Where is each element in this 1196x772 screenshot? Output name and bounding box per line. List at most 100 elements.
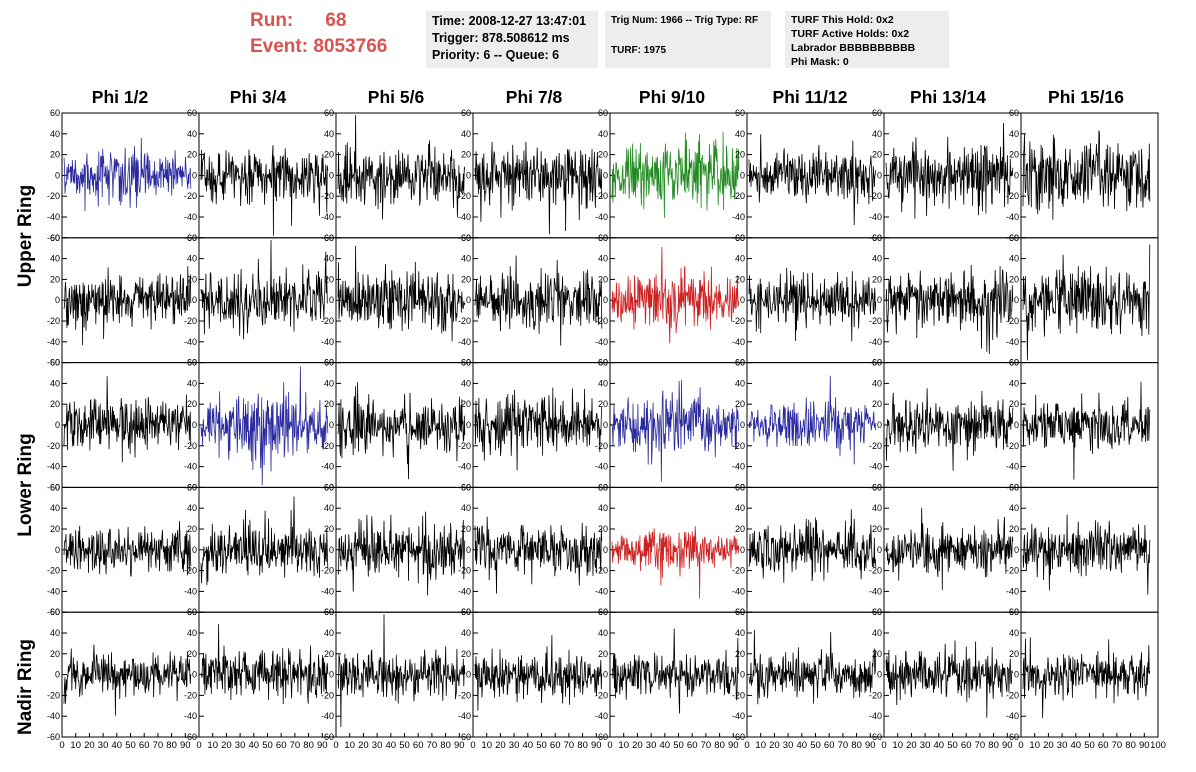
y-tick-label: 20	[50, 524, 60, 534]
y-tick-label: 0	[192, 545, 197, 555]
y-tick-label: 60	[324, 358, 334, 368]
waveform-trace	[885, 264, 1014, 355]
y-tick-label: 0	[877, 420, 882, 430]
y-tick-label: 0	[1014, 170, 1019, 180]
y-tick-label: 60	[50, 358, 60, 368]
y-tick-label: 0	[603, 420, 608, 430]
y-tick-label: -20	[321, 441, 334, 451]
x-tick-label: 50	[125, 740, 136, 751]
x-tick-label: 50	[536, 740, 547, 751]
y-tick-label: 0	[466, 420, 471, 430]
y-tick-label: 40	[187, 129, 197, 139]
y-tick-label: 20	[324, 524, 334, 534]
y-tick-label: 60	[598, 108, 608, 118]
waveform-trace	[611, 526, 740, 599]
y-tick-label: 0	[877, 295, 882, 305]
y-tick-label: 60	[598, 482, 608, 492]
y-tick-label: -40	[869, 586, 882, 596]
y-tick-label: 20	[872, 399, 882, 409]
x-tick-label: 80	[1125, 740, 1136, 751]
x-tick-label: 40	[386, 740, 397, 751]
x-tick-label: 70	[427, 740, 438, 751]
y-tick-label: -40	[458, 711, 471, 721]
x-tick-label: 20	[221, 740, 232, 751]
y-tick-label: 20	[461, 524, 471, 534]
x-tick-label: 70	[838, 740, 849, 751]
x-tick-label: 0	[744, 740, 749, 751]
x-tick-label: 30	[372, 740, 383, 751]
y-tick-label: -60	[47, 482, 60, 492]
x-tick-label: 50	[399, 740, 410, 751]
y-tick-label: 60	[1009, 358, 1019, 368]
y-tick-label: 40	[735, 378, 745, 388]
x-tick-label: 30	[783, 740, 794, 751]
x-tick-label: 40	[1071, 740, 1082, 751]
phi-mask-text: Phi Mask: 0	[791, 56, 849, 68]
x-tick-label: 0	[59, 740, 64, 751]
x-tick-label: 20	[84, 740, 95, 751]
y-tick-label: -20	[47, 690, 60, 700]
x-tick-label: 40	[797, 740, 808, 751]
x-tick-label: 70	[1112, 740, 1123, 751]
y-tick-label: -20	[595, 566, 608, 576]
y-tick-label: 40	[1009, 254, 1019, 264]
y-tick-label: 40	[1009, 129, 1019, 139]
x-tick-label: 90	[1139, 740, 1150, 751]
y-tick-label: 0	[192, 670, 197, 680]
y-tick-label: -40	[595, 711, 608, 721]
waveform-trace	[1022, 514, 1151, 595]
x-tick-label: 20	[358, 740, 369, 751]
x-tick-label: 40	[249, 740, 260, 751]
y-tick-label: 0	[329, 670, 334, 680]
y-tick-label: 20	[872, 150, 882, 160]
waveform-trace	[200, 496, 329, 586]
y-tick-label: -40	[321, 586, 334, 596]
y-tick-label: -40	[1006, 462, 1019, 472]
column-header-phi-1-2: Phi 1/2	[91, 87, 149, 107]
y-tick-label: -20	[732, 316, 745, 326]
y-tick-label: 20	[1009, 150, 1019, 160]
y-tick-label: 20	[598, 399, 608, 409]
y-tick-label: -40	[732, 711, 745, 721]
y-tick-label: 40	[461, 503, 471, 513]
turf-info-box: TURF This Hold: 0x2 TURF Active Holds: 0…	[785, 11, 949, 68]
y-tick-label: 20	[324, 649, 334, 659]
y-tick-label: -40	[47, 212, 60, 222]
x-tick-label: 0	[881, 740, 886, 751]
labrador-text: Labrador BBBBBBBBBB	[791, 42, 916, 54]
x-tick-label: 100	[1150, 740, 1166, 751]
x-tick-label: 10	[70, 740, 81, 751]
y-tick-label: 20	[50, 399, 60, 409]
y-tick-label: 60	[187, 108, 197, 118]
waveform-trace	[611, 246, 740, 344]
y-tick-label: 40	[872, 503, 882, 513]
x-tick-label: 50	[262, 740, 273, 751]
y-tick-label: 20	[735, 649, 745, 659]
y-tick-label: -40	[869, 212, 882, 222]
y-tick-label: 0	[603, 670, 608, 680]
trig-num-text: Trig Num: 1966 -- Trig Type: RF	[611, 15, 759, 26]
y-tick-label: -60	[1006, 732, 1019, 742]
y-tick-label: -60	[47, 358, 60, 368]
waveform-trace	[611, 380, 740, 482]
y-tick-label: 40	[872, 628, 882, 638]
y-tick-label: 20	[187, 274, 197, 284]
y-tick-label: 60	[461, 108, 471, 118]
y-tick-label: 20	[1009, 399, 1019, 409]
run-label: Run:	[250, 10, 294, 31]
y-tick-label: 20	[735, 524, 745, 534]
x-tick-label: 40	[523, 740, 534, 751]
x-tick-label: 70	[290, 740, 301, 751]
y-tick-label: 20	[461, 150, 471, 160]
y-tick-label: 20	[324, 150, 334, 160]
x-tick-label: 90	[728, 740, 739, 751]
y-tick-label: -40	[321, 337, 334, 347]
x-tick-label: 50	[947, 740, 958, 751]
y-tick-label: 20	[187, 524, 197, 534]
column-header-phi-15-16: Phi 15/16	[1048, 87, 1124, 107]
column-header-phi-13-14: Phi 13/14	[910, 87, 986, 107]
waveform-trace	[885, 122, 1014, 219]
column-header-phi-5-6: Phi 5/6	[367, 87, 425, 107]
y-tick-label: 40	[187, 503, 197, 513]
waveform-trace	[337, 115, 466, 220]
